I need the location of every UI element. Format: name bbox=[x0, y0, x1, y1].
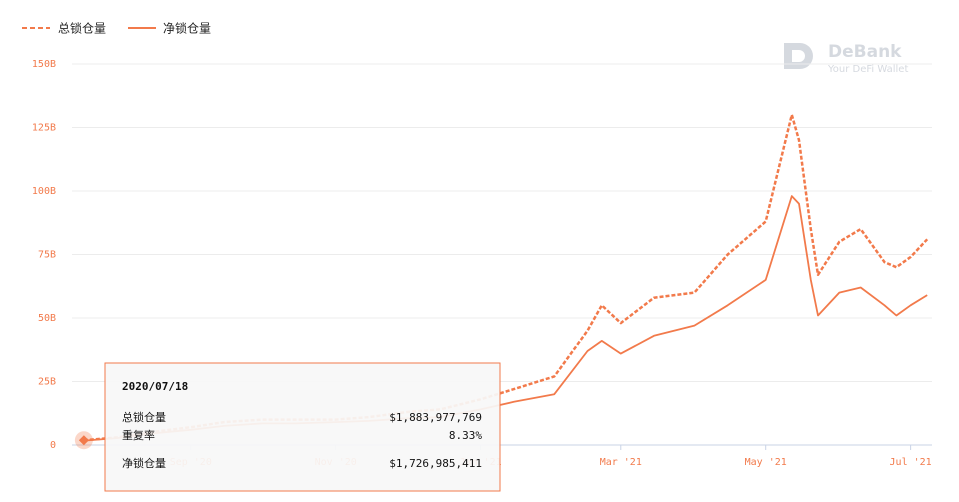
y-tick-label: 25B bbox=[38, 377, 56, 388]
tooltip-label: 总锁仓量 bbox=[122, 410, 166, 424]
brand-name: DeBank bbox=[828, 42, 902, 62]
tooltip-label: 重复率 bbox=[122, 428, 155, 442]
tooltip-label: 净锁仓量 bbox=[122, 456, 166, 470]
tooltip: 2020/07/18 总锁仓量 $1,883,977,769 重复率 8.33%… bbox=[104, 362, 501, 492]
line-series bbox=[83, 113, 929, 442]
brand-tagline: Your DeFi Wallet bbox=[827, 64, 908, 75]
tooltip-date: 2020/07/18 bbox=[122, 380, 188, 393]
tooltip-value: $1,883,977,769 bbox=[389, 411, 482, 424]
tooltip-value: $1,726,985,411 bbox=[389, 457, 482, 470]
legend-label[interactable]: 总锁仓量 bbox=[58, 21, 106, 36]
y-tick-label: 0 bbox=[50, 440, 56, 451]
x-tick-label: May '21 bbox=[745, 457, 787, 468]
tooltip-box bbox=[104, 362, 501, 492]
x-tick-label: Jul '21 bbox=[890, 457, 932, 468]
brand-logo: DeBank Your DeFi Wallet bbox=[784, 42, 908, 75]
y-tick-label: 75B bbox=[38, 250, 56, 261]
legend-label[interactable]: 净锁仓量 bbox=[163, 21, 211, 36]
tooltip-value: 8.33% bbox=[449, 429, 482, 442]
y-tick-label: 150B bbox=[32, 59, 56, 70]
y-tick-label: 125B bbox=[32, 123, 56, 134]
y-tick-label: 50B bbox=[38, 313, 56, 324]
x-tick-label: Mar '21 bbox=[600, 457, 642, 468]
y-tick-label: 100B bbox=[32, 186, 56, 197]
hover-marker bbox=[78, 435, 89, 446]
